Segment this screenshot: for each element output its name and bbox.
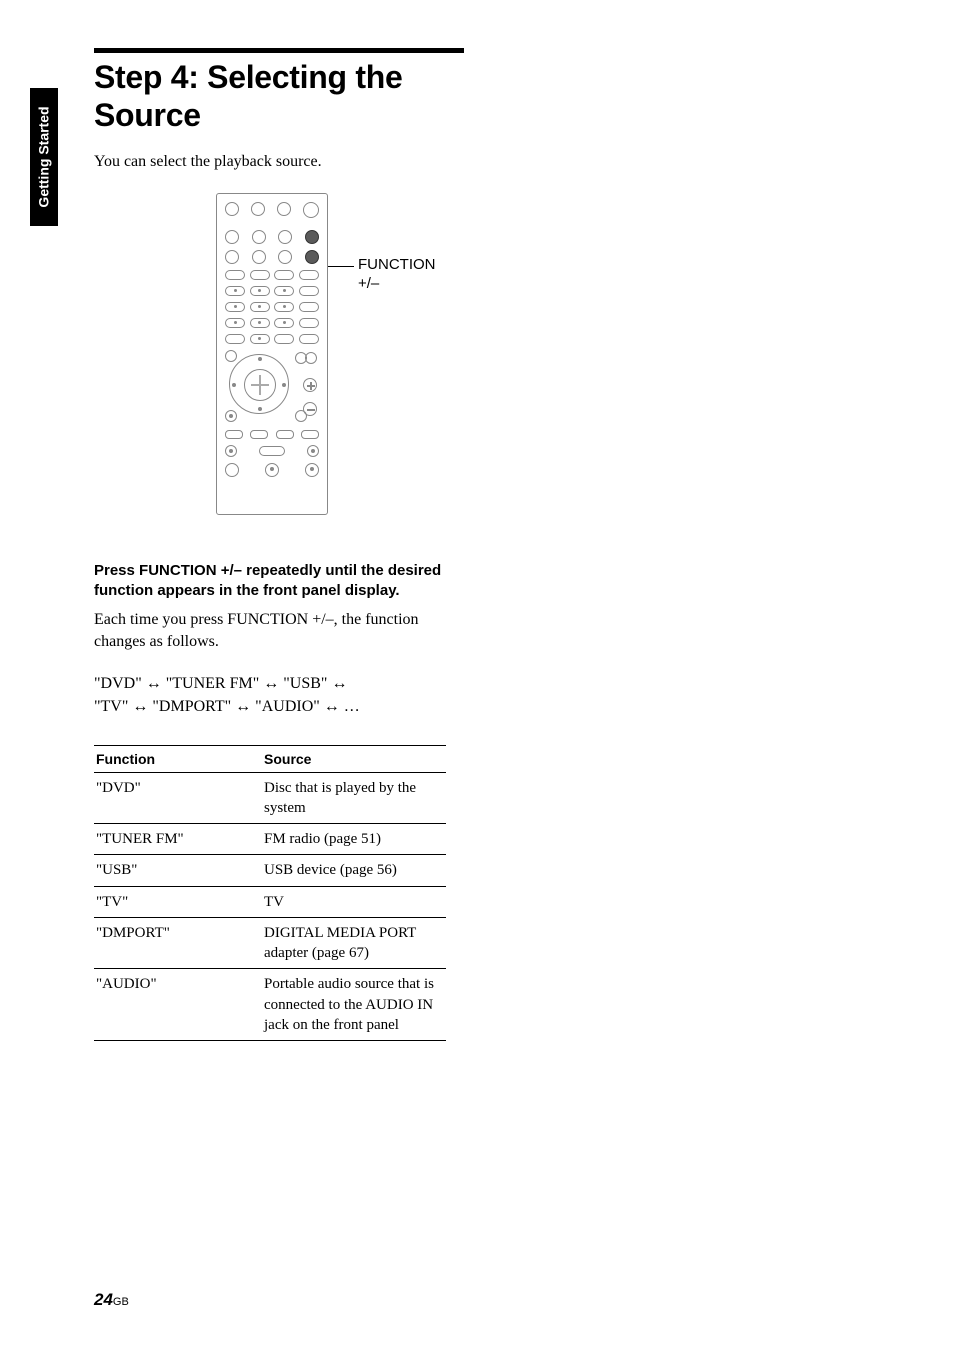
function-minus-button	[305, 250, 319, 264]
page-content: Step 4: Selecting the Source You can sel…	[94, 48, 464, 1041]
function-plus-button	[305, 230, 319, 244]
callout-line	[328, 266, 354, 267]
heading-rule	[94, 48, 464, 53]
function-chain: "DVD" ↔ "TUNER FM" ↔ "USB" ↔ "TV" ↔ "DMP…	[94, 672, 464, 718]
section-tab-label: Getting Started	[36, 106, 52, 207]
callout-line1: FUNCTION	[358, 256, 436, 273]
col-function: Function	[94, 745, 262, 772]
table-row: "AUDIO"Portable audio source that is con…	[94, 969, 446, 1041]
remote-outline	[216, 193, 328, 515]
table-row: "USB"USB device (page 56)	[94, 855, 446, 886]
body-text: Each time you press FUNCTION +/–, the fu…	[94, 609, 464, 652]
page-number: 24GB	[94, 1290, 129, 1310]
intro-text: You can select the playback source.	[94, 153, 464, 171]
table-row: "TV"TV	[94, 886, 446, 917]
table-header-row: Function Source	[94, 745, 446, 772]
table-row: "DMPORT"DIGITAL MEDIA PORT adapter (page…	[94, 917, 446, 969]
page-title: Step 4: Selecting the Source	[94, 59, 464, 135]
table-row: "TUNER FM"FM radio (page 51)	[94, 824, 446, 855]
remote-diagram: FUNCTION +/–	[94, 193, 464, 533]
section-tab: Getting Started	[30, 88, 58, 226]
function-table: Function Source "DVD"Disc that is played…	[94, 745, 446, 1042]
plus-icon	[303, 378, 317, 392]
col-source: Source	[262, 745, 446, 772]
table-row: "DVD"Disc that is played by the system	[94, 772, 446, 824]
callout-line2: +/–	[358, 275, 379, 292]
dpad-icon	[229, 354, 289, 414]
callout-label: FUNCTION +/–	[358, 255, 436, 294]
instruction-text: Press FUNCTION +/– repeatedly until the …	[94, 561, 464, 602]
